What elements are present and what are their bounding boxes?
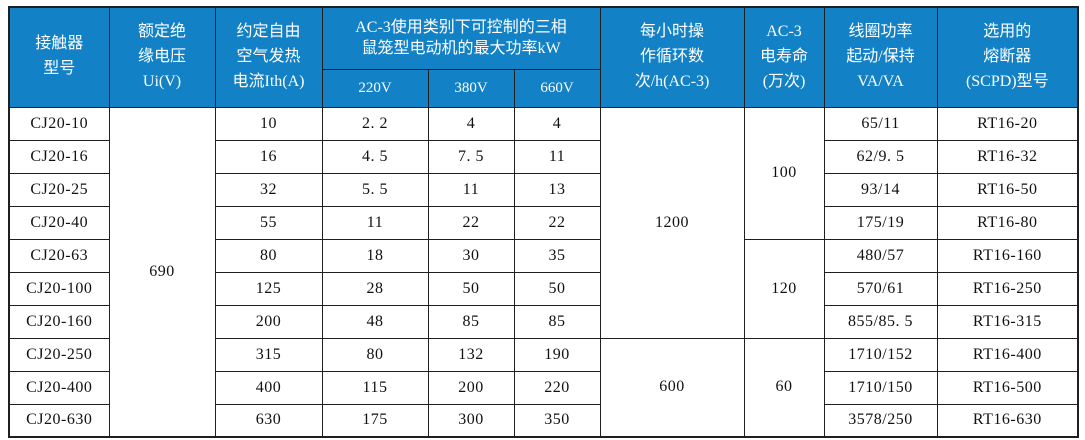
cell-model: CJ20-160 bbox=[8, 304, 110, 339]
header-fuse-type: 选用的 熔断器 (SCPD)型号 bbox=[936, 6, 1079, 108]
cell-kw660: 350 bbox=[513, 403, 601, 438]
cell-kw660: 11 bbox=[513, 139, 601, 174]
cell-coil: 480/57 bbox=[823, 238, 938, 273]
table-row: CJ20-25 32 5. 5 11 13 93/14 RT16-50 bbox=[8, 172, 1079, 207]
cell-ith: 16 bbox=[214, 139, 323, 174]
cell-coil: 1710/152 bbox=[823, 337, 938, 372]
cell-model: CJ20-40 bbox=[8, 205, 110, 240]
cell-ith: 630 bbox=[214, 403, 323, 438]
header-electrical-life: AC-3 电寿命 (万次) bbox=[743, 6, 825, 108]
cell-coil: 3578/250 bbox=[823, 403, 938, 438]
header-insulation-voltage: 额定绝 缘电压 Ui(V) bbox=[108, 6, 216, 108]
cell-fuse: RT16-32 bbox=[936, 139, 1079, 174]
cell-kw380: 7. 5 bbox=[427, 139, 515, 174]
table-row: CJ20-16 16 4. 5 7. 5 11 62/9. 5 RT16-32 bbox=[8, 139, 1079, 174]
cell-ith: 55 bbox=[214, 205, 323, 240]
cell-kw660: 35 bbox=[513, 238, 601, 273]
cell-model: CJ20-630 bbox=[8, 403, 110, 438]
cell-model: CJ20-25 bbox=[8, 172, 110, 207]
cell-kw660: 13 bbox=[513, 172, 601, 207]
cell-kw220: 80 bbox=[321, 337, 429, 372]
cell-kw660: 22 bbox=[513, 205, 601, 240]
cell-model: CJ20-10 bbox=[8, 106, 110, 141]
cell-fuse: RT16-250 bbox=[936, 271, 1079, 306]
cell-fuse: RT16-315 bbox=[936, 304, 1079, 339]
cell-life-merged: 100 bbox=[743, 106, 825, 240]
header-ac3-motor-power: AC-3使用类别下可控制的三相 鼠笼型电动机的最大功率kW bbox=[321, 6, 601, 70]
cell-kw660: 190 bbox=[513, 337, 601, 372]
cell-model: CJ20-250 bbox=[8, 337, 110, 372]
cell-ith: 125 bbox=[214, 271, 323, 306]
header-220v: 220V bbox=[321, 68, 429, 108]
cell-kw220: 4. 5 bbox=[321, 139, 429, 174]
cell-kw220: 115 bbox=[321, 370, 429, 405]
table-row: CJ20-400 400 115 200 220 1710/150 RT16-5… bbox=[8, 370, 1079, 405]
table-row: CJ20-40 55 11 22 22 175/19 RT16-80 bbox=[8, 205, 1079, 240]
table-row: CJ20-630 630 175 300 350 3578/250 RT16-6… bbox=[8, 403, 1079, 438]
cell-fuse: RT16-50 bbox=[936, 172, 1079, 207]
cell-kw220: 28 bbox=[321, 271, 429, 306]
cell-life-merged: 120 bbox=[743, 238, 825, 339]
cell-ith: 200 bbox=[214, 304, 323, 339]
cell-coil: 175/19 bbox=[823, 205, 938, 240]
cell-coil: 65/11 bbox=[823, 106, 938, 141]
cell-coil: 62/9. 5 bbox=[823, 139, 938, 174]
cell-kw660: 4 bbox=[513, 106, 601, 141]
cell-kw220: 2. 2 bbox=[321, 106, 429, 141]
cell-ith: 400 bbox=[214, 370, 323, 405]
table-row: CJ20-10 690 10 2. 2 4 4 1200 100 65/11 R… bbox=[8, 106, 1079, 438]
cell-model: CJ20-63 bbox=[8, 238, 110, 273]
cell-fuse: RT16-80 bbox=[936, 205, 1079, 240]
cell-kw380: 85 bbox=[427, 304, 515, 339]
cell-model: CJ20-400 bbox=[8, 370, 110, 405]
cell-fuse: RT16-500 bbox=[936, 370, 1079, 405]
header-380v: 380V bbox=[427, 68, 515, 108]
cell-ith: 80 bbox=[214, 238, 323, 273]
header-thermal-current: 约定自由 空气发热 电流Ith(A) bbox=[214, 6, 323, 108]
cell-kw220: 175 bbox=[321, 403, 429, 438]
cell-fuse: RT16-20 bbox=[936, 106, 1079, 141]
cell-cycles-merged: 600 bbox=[599, 337, 745, 438]
table-row: CJ20-100 125 28 50 50 570/61 RT16-250 bbox=[8, 271, 1079, 306]
cell-fuse: RT16-160 bbox=[936, 238, 1079, 273]
cell-kw380: 50 bbox=[427, 271, 515, 306]
cell-kw380: 200 bbox=[427, 370, 515, 405]
cell-kw380: 300 bbox=[427, 403, 515, 438]
cell-kw660: 50 bbox=[513, 271, 601, 306]
cell-fuse: RT16-400 bbox=[936, 337, 1079, 372]
cell-ith: 315 bbox=[214, 337, 323, 372]
cell-kw660: 220 bbox=[513, 370, 601, 405]
cell-insulation-voltage-merged: 690 bbox=[108, 106, 216, 438]
cell-coil: 570/61 bbox=[823, 271, 938, 306]
header-model: 接触器 型号 bbox=[8, 6, 110, 108]
cell-kw220: 5. 5 bbox=[321, 172, 429, 207]
cell-kw380: 132 bbox=[427, 337, 515, 372]
cell-kw220: 48 bbox=[321, 304, 429, 339]
cell-kw380: 4 bbox=[427, 106, 515, 141]
cell-kw220: 18 bbox=[321, 238, 429, 273]
table-row: CJ20-250 315 80 132 190 600 60 1710/152 … bbox=[8, 337, 1079, 438]
cell-coil: 93/14 bbox=[823, 172, 938, 207]
cell-fuse: RT16-630 bbox=[936, 403, 1079, 438]
cell-coil: 855/85. 5 bbox=[823, 304, 938, 339]
cell-model: CJ20-16 bbox=[8, 139, 110, 174]
cell-coil: 1710/150 bbox=[823, 370, 938, 405]
cell-ith: 10 bbox=[214, 106, 323, 141]
header-coil-power: 线圈功率 起动/保持 VA/VA bbox=[823, 6, 938, 108]
cell-model: CJ20-100 bbox=[8, 271, 110, 306]
header-660v: 660V bbox=[513, 68, 601, 108]
cell-kw380: 22 bbox=[427, 205, 515, 240]
header-cycles-per-hour: 每小时操 作循环数 次/h(AC-3) bbox=[599, 6, 745, 108]
cell-cycles-merged: 1200 bbox=[599, 106, 745, 339]
contactor-spec-table: 接触器 型号 额定绝 缘电压 Ui(V) 约定自由 空气发热 电流Ith(A) … bbox=[8, 6, 1080, 438]
header-row-voltages: 220V 380V 660V bbox=[9, 68, 1078, 108]
cell-life-merged: 60 bbox=[743, 337, 825, 438]
header-row-main: 接触器 型号 额定绝 缘电压 Ui(V) 约定自由 空气发热 电流Ith(A) … bbox=[8, 6, 1079, 108]
cell-ith: 32 bbox=[214, 172, 323, 207]
cell-kw380: 11 bbox=[427, 172, 515, 207]
cell-kw380: 30 bbox=[427, 238, 515, 273]
cell-kw220: 11 bbox=[321, 205, 429, 240]
cell-kw660: 85 bbox=[513, 304, 601, 339]
